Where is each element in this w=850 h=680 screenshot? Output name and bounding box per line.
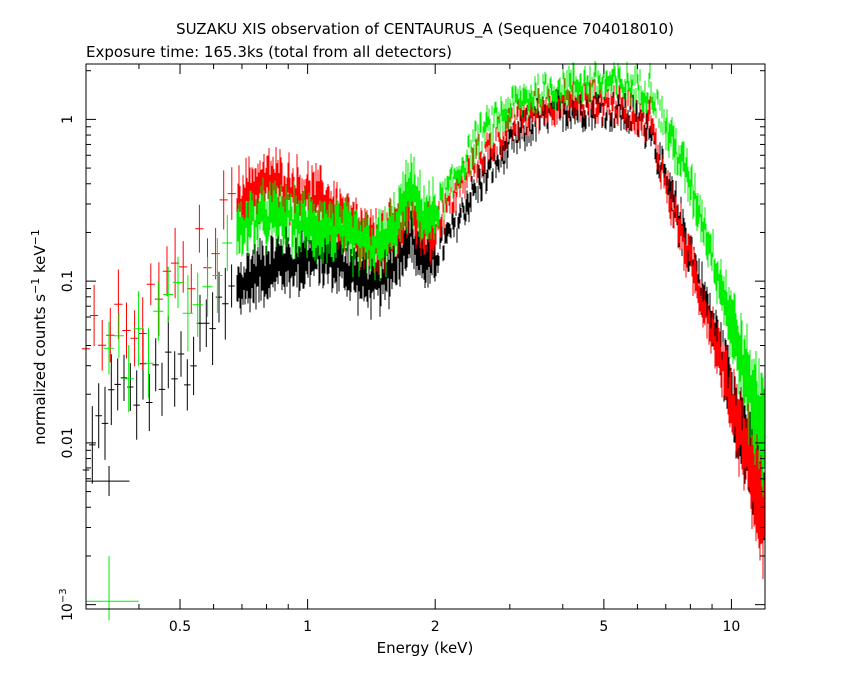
y-tick-label: 10−3 <box>58 588 76 621</box>
series-2 <box>103 60 765 497</box>
x-axis-label: Energy (keV) <box>377 639 474 657</box>
chart-subtitle: Exposure time: 165.3ks (total from all d… <box>86 43 453 61</box>
x-tick-label: 1 <box>303 619 312 635</box>
y-tick-label: 0.01 <box>60 427 76 458</box>
x-tick-label: 10 <box>723 619 741 635</box>
tick-layer <box>85 64 765 609</box>
data-layer <box>81 60 765 621</box>
marker-cross-1 <box>86 555 139 621</box>
x-tick-label: 0.5 <box>169 619 191 635</box>
chart-title: SUZAKU XIS observation of CENTAURUS_A (S… <box>176 20 674 38</box>
label-layer: 0.5 1 2 5 10 10−3 0.01 0.1 1 <box>58 115 740 635</box>
marker-cross-0 <box>86 465 130 496</box>
y-tick-label: 0.1 <box>60 270 76 292</box>
y-tick-label: 1 <box>60 115 76 124</box>
x-tick-label: 2 <box>431 619 440 635</box>
plot-frame <box>85 63 766 610</box>
y-axis-label: normalized counts s−1 keV−1 <box>29 229 49 445</box>
series-2-points <box>103 60 765 497</box>
x-tick-label: 5 <box>599 619 608 635</box>
